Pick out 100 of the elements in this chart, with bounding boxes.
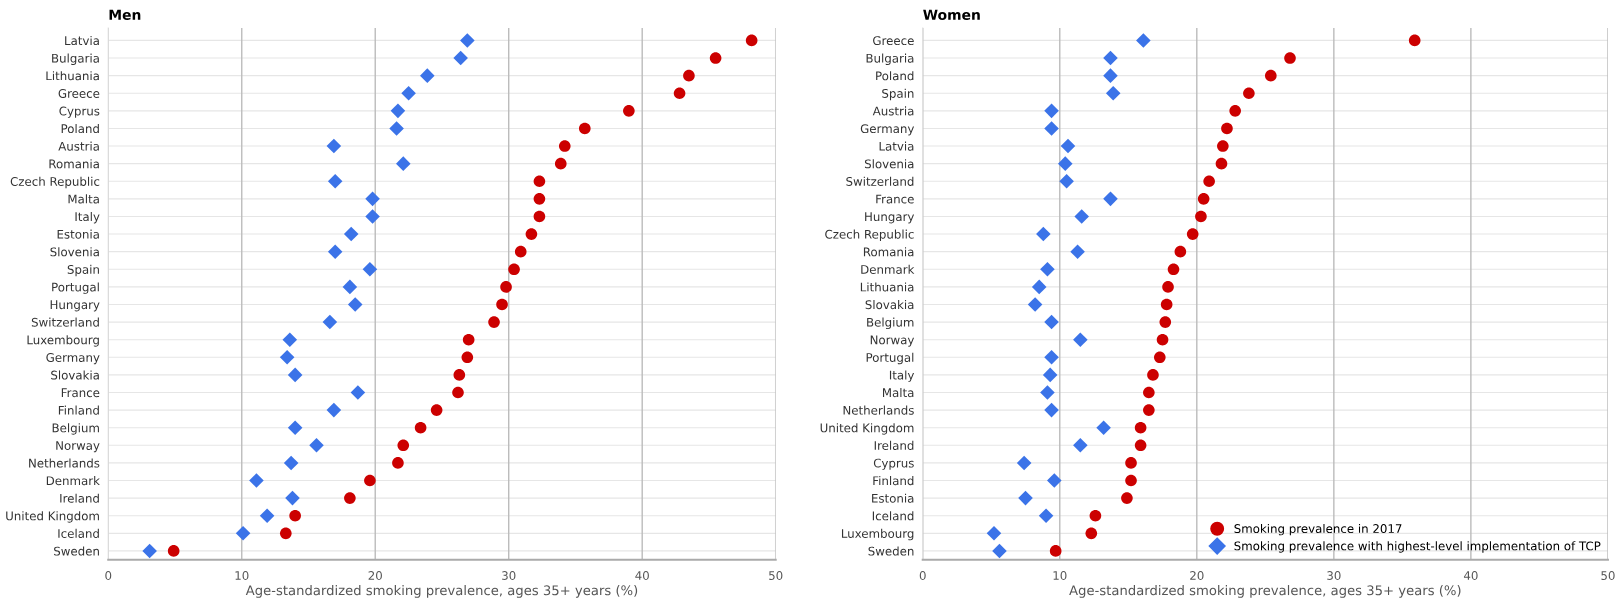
point (259, 508, 275, 523)
point (362, 261, 378, 277)
y-tick-label: Ireland (60, 493, 99, 503)
point (1040, 261, 1055, 277)
point (533, 175, 546, 188)
point (365, 191, 380, 207)
point (1143, 386, 1155, 399)
y-tick-label: Czech Republic (10, 176, 100, 189)
point (1044, 350, 1059, 365)
point (1156, 333, 1169, 346)
y-tick-label: United Kingdom (6, 511, 99, 523)
point (327, 244, 343, 259)
point (500, 281, 512, 293)
point (992, 543, 1007, 559)
point (452, 386, 464, 399)
y-tick-label: Malta (68, 194, 99, 204)
point (279, 350, 295, 365)
point (1027, 297, 1043, 312)
point (1018, 490, 1033, 506)
point (558, 140, 571, 152)
y-tick-label: Malta (883, 388, 914, 398)
point (389, 121, 404, 136)
point (414, 421, 427, 434)
y-tick-label: Hungary (865, 212, 915, 224)
y-tick-label: Ireland (874, 440, 914, 450)
y-tick-label: Czech Republic (825, 229, 914, 242)
legend-label: Smoking prevalence with highest-level implementation of TCP (1234, 541, 1601, 553)
point (1217, 140, 1229, 152)
point (462, 333, 475, 346)
point (285, 490, 300, 506)
point (496, 298, 508, 311)
x-tick-label: 30 (502, 571, 516, 580)
chart-title: Men (109, 9, 141, 20)
point (395, 156, 411, 171)
point (420, 68, 435, 83)
point (1143, 404, 1155, 416)
point (401, 85, 416, 101)
point (554, 157, 567, 170)
point (1103, 68, 1118, 83)
y-tick-label: Poland (61, 123, 99, 134)
point (1408, 34, 1421, 47)
y-tick-label: Latvia (879, 141, 914, 151)
point (249, 473, 264, 488)
x-tick-label: 0 (919, 571, 926, 580)
y-tick-label: Iceland (58, 528, 99, 538)
point (309, 438, 324, 453)
point (1229, 105, 1241, 117)
y-tick-label: Belgium (867, 317, 914, 330)
point (1125, 474, 1137, 487)
point (1036, 226, 1051, 242)
point (673, 87, 686, 100)
point (1134, 421, 1147, 434)
point (343, 226, 359, 242)
point (1103, 50, 1118, 66)
point (1060, 138, 1076, 154)
y-tick-label: Romania (863, 247, 914, 257)
point (365, 209, 380, 224)
y-tick-label: Norway (56, 441, 100, 453)
point (1174, 245, 1187, 258)
y-tick-label: Cyprus (59, 106, 100, 118)
y-tick-label: Denmark (46, 476, 100, 486)
point (1057, 156, 1073, 171)
point (623, 105, 635, 117)
y-tick-label: Latvia (65, 35, 99, 46)
y-tick-label: Hungary (50, 300, 100, 312)
point (1089, 509, 1102, 522)
point (322, 314, 338, 330)
point (745, 34, 758, 47)
y-tick-label: Italy (889, 370, 915, 382)
point (283, 455, 299, 471)
point (350, 385, 366, 400)
y-tick-label: Luxembourg (841, 528, 914, 541)
point (1016, 455, 1032, 471)
point (986, 526, 1002, 541)
x-tick-label: 50 (1601, 571, 1615, 580)
point (344, 492, 356, 504)
chart-title: Women (923, 9, 980, 20)
point (460, 33, 475, 48)
point (327, 173, 343, 189)
y-tick-label: United Kingdom (820, 423, 914, 435)
point (1040, 385, 1055, 400)
point (364, 474, 376, 487)
x-tick-label: 40 (1463, 571, 1478, 580)
y-tick-label: Germany (860, 124, 915, 136)
point (289, 509, 301, 522)
point (1103, 191, 1118, 207)
point (1159, 316, 1172, 328)
point (525, 228, 538, 240)
point (1044, 314, 1059, 330)
y-tick-label: Slovakia (865, 299, 914, 310)
point (1047, 473, 1062, 488)
point (508, 263, 520, 276)
point (709, 52, 722, 64)
y-tick-label: Slovakia (51, 370, 99, 380)
point (578, 122, 591, 135)
point (282, 332, 298, 347)
point (1203, 175, 1215, 188)
point (1243, 87, 1255, 100)
x-tick-label: 20 (1190, 571, 1204, 580)
y-tick-label: Spain (882, 88, 914, 101)
